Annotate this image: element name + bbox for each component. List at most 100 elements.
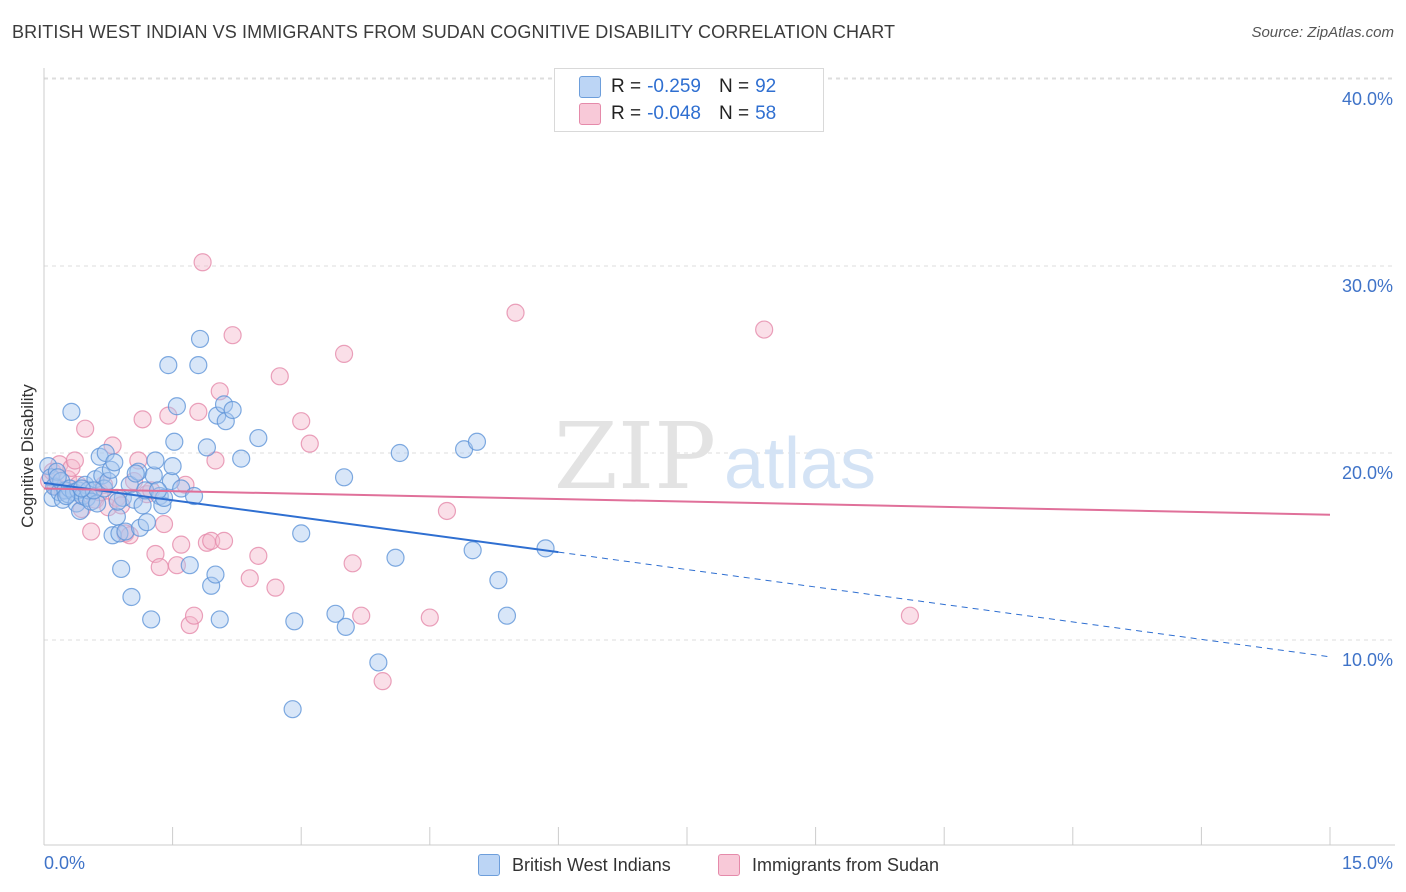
point-bwi xyxy=(112,559,131,579)
point-bwi xyxy=(108,492,127,511)
r-value: -0.259 xyxy=(647,76,701,97)
point-sudan xyxy=(133,410,152,429)
point-sudan xyxy=(373,672,392,691)
point-bwi xyxy=(369,653,388,672)
point-sudan xyxy=(223,326,242,345)
point-bwi xyxy=(57,486,76,506)
stats-legend-row-bwi: R = -0.259 N = 92 xyxy=(579,74,776,100)
point-bwi xyxy=(190,329,210,349)
point-sudan xyxy=(172,535,191,554)
point-bwi xyxy=(126,464,145,483)
y-tick-label: 30.0% xyxy=(1342,276,1393,296)
point-sudan xyxy=(202,531,221,550)
point-bwi xyxy=(116,522,135,541)
y-tick-label: 40.0% xyxy=(1342,89,1393,109)
point-sudan xyxy=(154,514,174,534)
point-sudan xyxy=(270,367,289,386)
point-sudan xyxy=(150,557,169,577)
point-bwi xyxy=(292,524,311,543)
point-sudan xyxy=(352,606,371,625)
point-sudan xyxy=(184,606,204,625)
watermark-atlas: atlas xyxy=(724,424,876,504)
point-sudan xyxy=(189,402,208,421)
point-sudan xyxy=(82,522,101,541)
x-tick-label: 0.0% xyxy=(44,853,85,873)
axes xyxy=(43,68,1395,846)
point-bwi xyxy=(326,604,345,623)
point-bwi xyxy=(390,443,409,463)
point-sudan xyxy=(437,501,457,521)
legend-label: Immigrants from Sudan xyxy=(752,854,940,875)
point-bwi xyxy=(159,356,178,375)
r-label: R = xyxy=(611,103,642,124)
point-bwi xyxy=(210,610,229,629)
point-bwi xyxy=(62,402,81,421)
point-bwi xyxy=(165,432,184,451)
point-bwi xyxy=(133,496,152,515)
point-bwi xyxy=(467,432,487,451)
point-bwi xyxy=(249,428,268,448)
point-bwi xyxy=(167,397,186,416)
stats-legend-row-sudan: R = -0.048 N = 58 xyxy=(579,101,776,127)
point-sudan xyxy=(300,434,319,453)
point-bwi xyxy=(216,412,235,431)
point-bwi xyxy=(223,400,242,420)
legend-swatch-blue xyxy=(478,854,500,876)
trend-lines xyxy=(43,481,1331,658)
legend-swatch-pink xyxy=(579,103,601,125)
point-bwi xyxy=(48,468,67,487)
point-bwi xyxy=(232,449,251,468)
point-bwi xyxy=(497,606,517,625)
point-sudan xyxy=(65,451,84,470)
point-bwi xyxy=(489,571,508,590)
point-sudan xyxy=(206,451,225,470)
point-bwi xyxy=(161,471,180,491)
point-bwi xyxy=(202,576,221,595)
point-sudan xyxy=(214,531,234,550)
point-sudan xyxy=(193,253,212,272)
point-bwi xyxy=(129,462,148,481)
legend-swatch-blue xyxy=(579,76,601,98)
point-sudan xyxy=(240,569,259,588)
point-sudan xyxy=(334,344,354,363)
y-axis-label: Cognitive Disability xyxy=(18,384,37,528)
y-tick-label: 10.0% xyxy=(1342,650,1393,670)
r-value: -0.048 xyxy=(647,103,701,124)
point-bwi xyxy=(163,456,182,476)
n-value: 58 xyxy=(755,103,777,124)
y-tick-label: 20.0% xyxy=(1342,463,1393,483)
legend-item-sudan: Immigrants from Sudan xyxy=(718,852,939,878)
n-label: N = xyxy=(718,103,750,124)
source-label: Source: ZipAtlas.com xyxy=(1251,24,1394,41)
point-bwi xyxy=(386,548,405,567)
point-bwi xyxy=(463,541,482,560)
point-sudan xyxy=(755,320,774,339)
point-bwi xyxy=(105,453,124,472)
point-bwi xyxy=(137,513,156,532)
gridlines xyxy=(44,77,1395,641)
point-bwi xyxy=(334,468,354,487)
point-sudan xyxy=(167,556,186,575)
point-sudan xyxy=(180,615,199,635)
point-sudan xyxy=(420,608,439,627)
point-bwi xyxy=(336,617,355,637)
point-bwi xyxy=(153,496,172,515)
legend-label: British West Indians xyxy=(512,854,671,875)
n-label: N = xyxy=(718,76,750,97)
chart-title: BRITISH WEST INDIAN VS IMMIGRANTS FROM S… xyxy=(12,22,896,42)
point-sudan xyxy=(506,303,525,322)
stats-legend: R = -0.259 N = 92 R = -0.048 N = 58 xyxy=(554,68,824,132)
point-bwi xyxy=(536,539,555,558)
point-bwi xyxy=(142,610,161,629)
point-bwi xyxy=(189,356,208,375)
point-bwi xyxy=(47,462,66,481)
n-value: 92 xyxy=(755,76,777,97)
point-bwi xyxy=(180,556,199,575)
trend-line-sudan xyxy=(43,487,1331,516)
point-bwi xyxy=(144,466,163,485)
point-sudan xyxy=(343,554,362,573)
point-bwi xyxy=(285,612,304,631)
legend-item-bwi: British West Indians xyxy=(478,852,671,878)
legend-swatch-pink xyxy=(718,854,740,876)
point-bwi xyxy=(206,565,225,584)
